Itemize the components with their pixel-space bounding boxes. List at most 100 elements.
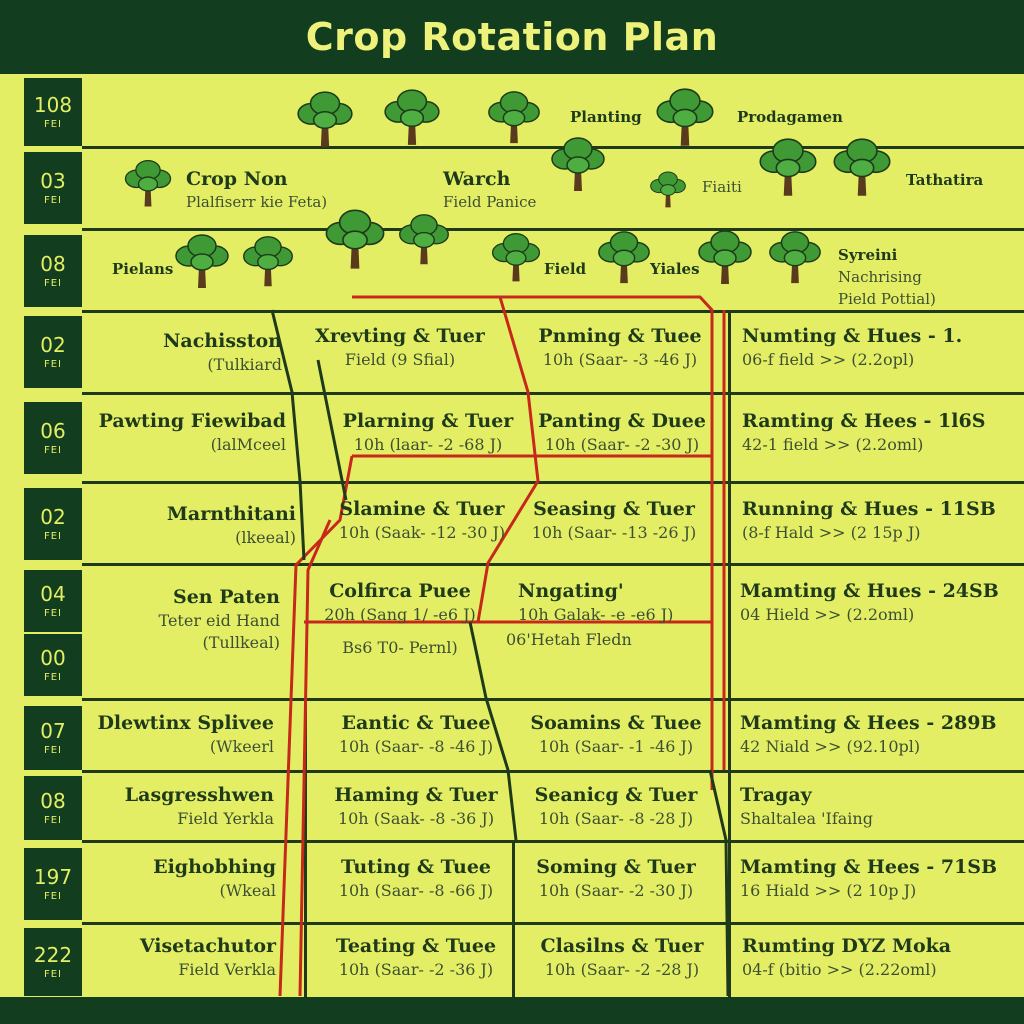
cell-field-status: Mamting & Hees - 71SB 16 Hiald >> (2 10p … [740,856,998,900]
row-badge: 08 FEI [24,235,82,307]
row-badge: 06 FEI [24,402,82,474]
cell-crop: Nachisston (Tulkiard [163,330,282,374]
cell-activity: Plarning & Tuer 10h (laar- -2 -68 J) [342,410,514,454]
cell-activity: Teating & Tuee 10h (Saar- -2 -36 J) [335,935,497,979]
label-pielans: Pielans [112,260,174,278]
grid-line [82,310,1024,313]
grid-line [82,563,1024,566]
cell-activity: Eantic & Tuee 10h (Saar- -8 -46 J) [338,712,494,756]
row-badge: 108 FEI [24,78,82,146]
label-fiaiti: Fiaiti [702,178,742,196]
plant-icon [759,138,817,196]
label-crop-non: Crop Non [186,168,288,190]
column-divider [512,840,515,997]
cell-crop: Eighobhing (Wkeal [153,856,276,900]
row-badge: 07 FEI [24,706,82,770]
plant-icon [124,159,172,207]
label-syreini-sub1: Nachrising [838,268,922,286]
page-title: Crop Rotation Plan [305,15,719,59]
plant-icon [399,214,449,265]
plant-icon [175,234,229,288]
grid-line [82,228,1024,231]
cell-activity: Colfirca Puee 20h (Sang 1/ -e6 J) Bs6 T0- … [324,580,476,657]
grid-line [82,146,1024,149]
label-yiales: Yiales [650,260,700,278]
plant-icon [833,138,891,196]
cell-activity: Haming & Tuer 10h (Saak- -8 -36 J) [334,784,498,828]
red-route [298,519,332,997]
dark-route [468,621,518,841]
cell-activity: Nngating' 10h Galak- -e -e6 J) 06'Hetah Fl… [506,580,674,649]
column-divider [304,698,307,997]
plant-icon [650,171,686,208]
row-badge: 08 FEI [24,776,82,840]
plant-icon [488,91,540,144]
cell-activity: Clasilns & Tuer 10h (Saar- -2 -28 J) [540,935,704,979]
red-route [352,295,714,790]
cell-crop: Sen Paten Teter eid Hand (Tullkeal) [158,586,280,652]
cell-field-status: Rumting DYZ Moka 04-f (bitio >> (2.22oml) [742,935,952,979]
row-badge: 03 FEI [24,152,82,224]
label-tathatira: Tathatira [906,171,984,189]
plant-icon [769,231,821,284]
label-syreini: Syreini [838,246,898,264]
plant-icon [598,231,650,284]
cell-field-status: Tragay Shaltalea 'Ifaing [740,784,873,828]
label-field: Field [544,260,587,278]
cell-activity: Soamins & Tuee 10h (Saar- -1 -46 J) [530,712,702,756]
dark-route [270,309,306,561]
plant-icon [243,236,293,287]
grid-line [82,481,1024,484]
cell-activity: Slamine & Tuer 10h (Saak- -12 -30 J) [338,498,506,542]
cell-activity: Seanicg & Tuer 10h (Saar- -8 -28 J) [534,784,698,828]
label-planting: Planting [570,108,642,126]
row-badge: 222 FEI [24,928,82,996]
row-badge: 02 FEI [24,316,82,388]
plant-icon [384,89,440,145]
title-bar: Crop Rotation Plan [0,0,1024,74]
cell-activity: Tuting & Tuee 10h (Saar- -8 -66 J) [338,856,494,900]
cell-field-status: Mamting & Hees - 289B 42 Niald >> (92.10p… [740,712,997,756]
cell-crop: Marnthitani (lkeeal) [166,503,296,547]
cell-activity: Seasing & Tuer 10h (Saar- -13 -26 J) [531,498,697,542]
red-route [278,455,354,997]
cell-field-status: Mamting & Hues - 24SB 04 Hield >> (2.2oml… [740,580,999,624]
grid-line [82,392,1024,395]
grid-line [82,770,1024,773]
grid-line [82,840,1024,843]
grid-line [82,698,1024,701]
plant-icon [551,137,605,191]
label-syreini-sub2: Pield Pottial) [838,290,936,308]
label-prodagamen: Prodagamen [737,108,843,126]
cell-crop: Dlewtinx Splivee (Wkeerl [97,712,274,756]
cell-activity: Soming & Tuer 10h (Saar- -2 -30 J) [536,856,696,900]
footer-bar [0,997,1024,1024]
grid-line [82,922,1024,925]
cell-field-status: Ramting & Hees - 1l6S 42-1 field >> (2.2o… [742,410,986,454]
label-warch-sub: Field Panice [443,193,537,211]
plant-icon [297,91,353,147]
label-crop-non-sub: Plalfiserr kie Feta) [186,193,328,211]
dark-route [708,769,730,997]
cell-activity: Pnming & Tuee 10h (Saar- -3 -46 J) [538,325,702,369]
column-divider [728,310,731,997]
plant-icon [656,88,714,146]
cell-field-status: Running & Hues - 11SB (8-f Hald >> (2 15p… [742,498,996,542]
row-badge: 197 FEI [24,848,82,920]
plant-icon [698,230,752,284]
label-warch: Warch [443,168,511,190]
row-badge: 02 FEI [24,488,82,560]
cell-field-status: Numting & Hues - 1. 06-f field >> (2.2opl… [742,325,963,369]
red-route [476,296,540,623]
row-badge: 04 FEI [24,570,82,632]
cell-crop: Lasgresshwen Field Yerkla [124,784,274,828]
cell-activity: Panting & Duee 10h (Saar- -2 -30 J) [538,410,706,454]
plant-icon [491,233,541,282]
row-badge: 00 FEI [24,634,82,696]
dark-route [316,359,348,501]
plant-icon [325,209,385,269]
cell-crop: Pawting Fiewibad (lalMceel [98,410,286,454]
cell-activity: Xrevting & Tuer Field (9 Sfial) [315,325,485,369]
cell-crop: Visetachutor Field Verkla [139,935,276,979]
